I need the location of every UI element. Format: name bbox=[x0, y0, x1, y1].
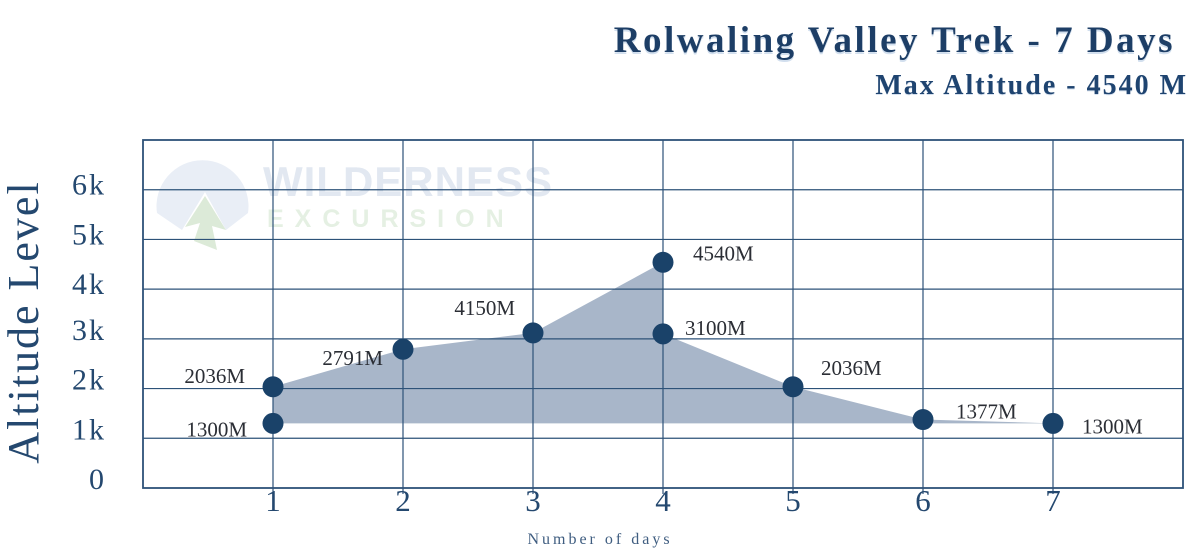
y-tick-label: 0 bbox=[89, 463, 106, 496]
data-point-label: 1300M bbox=[1082, 414, 1143, 438]
data-point bbox=[652, 251, 674, 273]
x-tick-label: 1 bbox=[265, 483, 281, 518]
data-point bbox=[392, 338, 414, 360]
x-axis-title: Number of days bbox=[527, 531, 672, 548]
x-tick-label: 2 bbox=[395, 483, 411, 518]
data-point bbox=[1042, 412, 1064, 434]
x-tick-label: 6 bbox=[915, 483, 931, 518]
data-point-labels: 2036M 2791M 4150M 4540M 3100M 2036M 1377M 1300M… bbox=[184, 241, 1143, 441]
data-point-label: 4540M bbox=[693, 241, 754, 265]
watermark-mountain-dome-icon bbox=[156, 160, 249, 230]
watermark-text-excursion: EXCURSION bbox=[267, 205, 515, 233]
data-point-label: 2036M bbox=[184, 364, 245, 388]
page-title: Rolwaling Valley Trek - 7 Days bbox=[613, 20, 1175, 61]
data-point bbox=[652, 323, 674, 345]
data-point-label: 1300M bbox=[186, 417, 247, 441]
watermark-text-wilderness: WILDERNESS bbox=[263, 158, 553, 205]
x-axis-ticks: 1 2 3 4 5 6 7 bbox=[265, 483, 1061, 518]
y-axis-title: Altitude Level bbox=[0, 180, 48, 463]
y-tick-label: 4k bbox=[72, 268, 106, 301]
plot-border bbox=[142, 139, 1184, 489]
y-tick-label: 2k bbox=[72, 364, 106, 397]
x-tick-label: 4 bbox=[655, 483, 671, 518]
data-point-label: 2791M bbox=[322, 346, 383, 370]
chart-header: Rolwaling Valley Trek - 7 Days Max Altit… bbox=[614, 22, 1188, 100]
x-tick-label: 7 bbox=[1045, 483, 1061, 518]
x-tick-label: 5 bbox=[785, 483, 801, 518]
data-point bbox=[782, 376, 804, 398]
y-tick-label: 5k bbox=[72, 218, 106, 251]
data-point-label: 1377M bbox=[956, 400, 1017, 424]
y-tick-label: 6k bbox=[72, 169, 106, 202]
data-points bbox=[262, 251, 1064, 434]
watermark-arrow-icon bbox=[185, 196, 226, 250]
page-subtitle: Max Altitude - 4540 M bbox=[875, 70, 1188, 101]
data-point-label: 3100M bbox=[685, 316, 746, 340]
data-point bbox=[522, 322, 544, 344]
data-point-label: 2036M bbox=[821, 356, 882, 380]
x-tick-label: 3 bbox=[525, 483, 541, 518]
data-point bbox=[262, 376, 284, 398]
data-point-label: 4150M bbox=[454, 296, 515, 320]
data-point bbox=[262, 412, 284, 434]
data-point bbox=[912, 409, 934, 431]
watermark: WILDERNESS EXCURSION bbox=[156, 158, 553, 250]
y-tick-label: 3k bbox=[72, 314, 106, 347]
y-tick-label: 1k bbox=[72, 413, 106, 446]
y-axis-ticks: 0 1k 2k 3k 4k 5k 6k bbox=[72, 169, 106, 496]
